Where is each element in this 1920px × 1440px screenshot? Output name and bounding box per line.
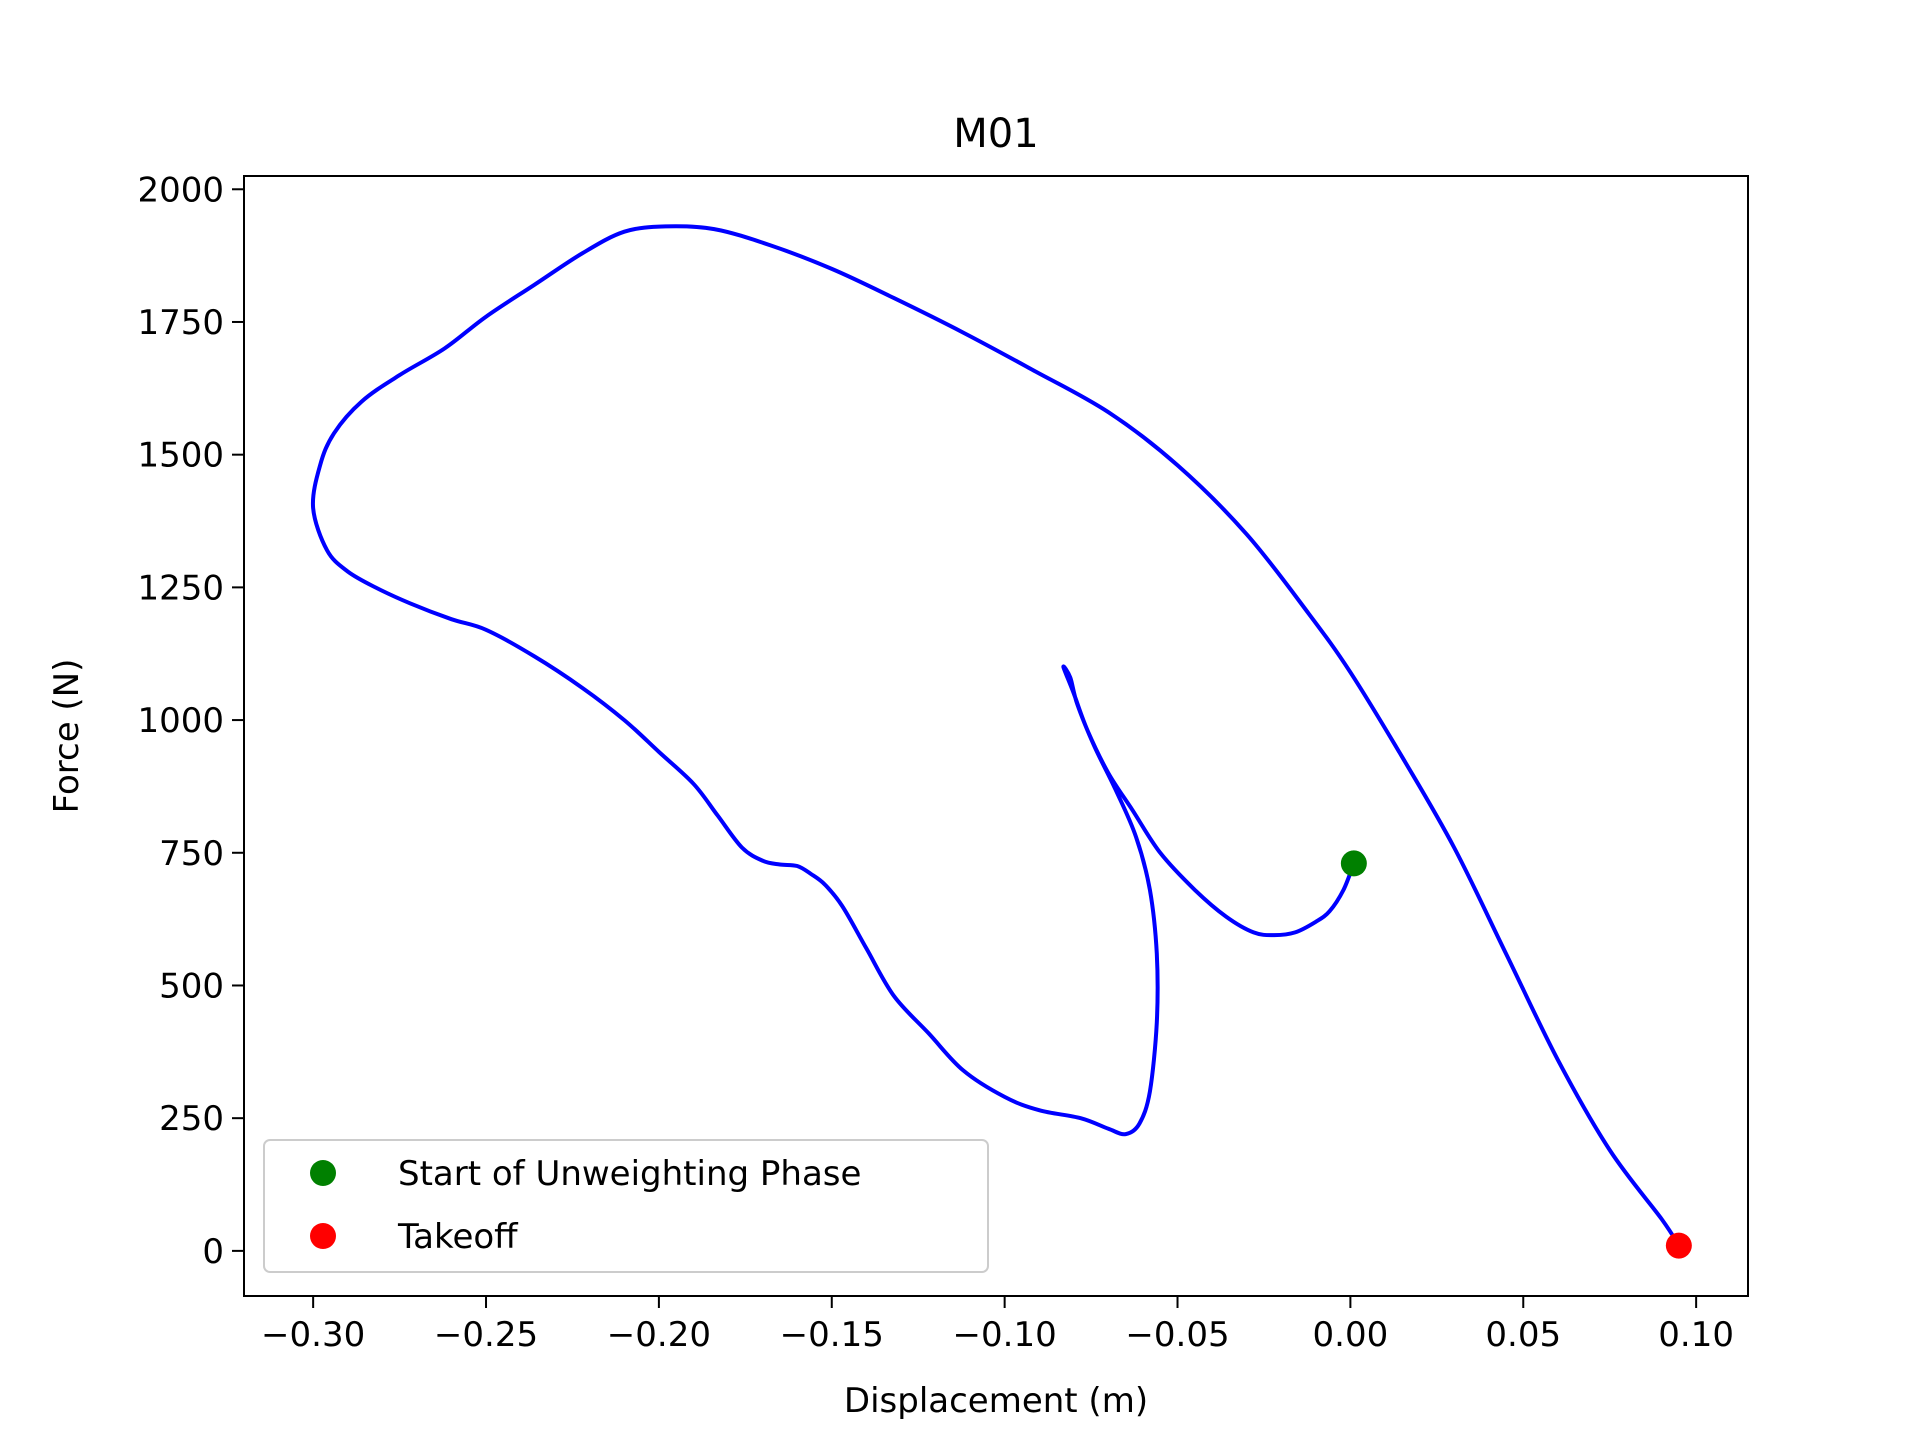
- y-tick-label: 1500: [137, 436, 224, 476]
- x-tick-label: 0.05: [1485, 1315, 1561, 1355]
- x-tick-label: −0.05: [1125, 1315, 1229, 1355]
- legend-marker-takeoff: [310, 1223, 336, 1249]
- legend: Start of Unweighting Phase Takeoff: [263, 1139, 989, 1273]
- x-axis-ticks: −0.30 −0.25 −0.20 −0.15 −0.10 −0.05 0.00 0.05 0.…: [261, 1296, 1734, 1355]
- legend-label-takeoff: Takeoff: [397, 1217, 519, 1257]
- takeoff-marker: [1665, 1232, 1692, 1259]
- x-tick-label: 0.10: [1658, 1315, 1734, 1355]
- x-tick-label: 0.00: [1313, 1315, 1389, 1355]
- y-tick-label: 750: [159, 834, 224, 874]
- x-tick-label: −0.10: [953, 1315, 1057, 1355]
- legend-box: [263, 1139, 989, 1273]
- x-tick-label: −0.20: [607, 1315, 711, 1355]
- axes-frame: [243, 175, 1749, 1297]
- y-tick-label: 1750: [137, 303, 224, 343]
- x-tick-label: −0.25: [434, 1315, 538, 1355]
- x-axis-label: Displacement (m): [844, 1381, 1148, 1421]
- y-axis-ticks: 0 250 500 750 1000 1250 1500 1750 2000: [137, 170, 244, 1272]
- curve-layer: [310, 224, 1681, 1247]
- x-tick-label: −0.30: [261, 1315, 365, 1355]
- y-tick-label: 0: [202, 1232, 224, 1272]
- legend-label-start: Start of Unweighting Phase: [398, 1154, 861, 1194]
- y-tick-label: 500: [159, 966, 224, 1006]
- y-tick-label: 2000: [137, 170, 224, 210]
- chart-title: M01: [953, 111, 1038, 157]
- start-unweighting-marker: [1340, 850, 1367, 877]
- legend-marker-start: [310, 1160, 336, 1186]
- y-tick-label: 250: [159, 1099, 224, 1139]
- x-tick-label: −0.15: [780, 1315, 884, 1355]
- marker-layer: [1340, 850, 1692, 1259]
- y-axis-label: Force (N): [47, 659, 87, 814]
- y-tick-label: 1250: [137, 568, 224, 608]
- series-line-0: [310, 224, 1681, 1247]
- plot-area: [243, 175, 1749, 1297]
- y-tick-label: 1000: [137, 701, 224, 741]
